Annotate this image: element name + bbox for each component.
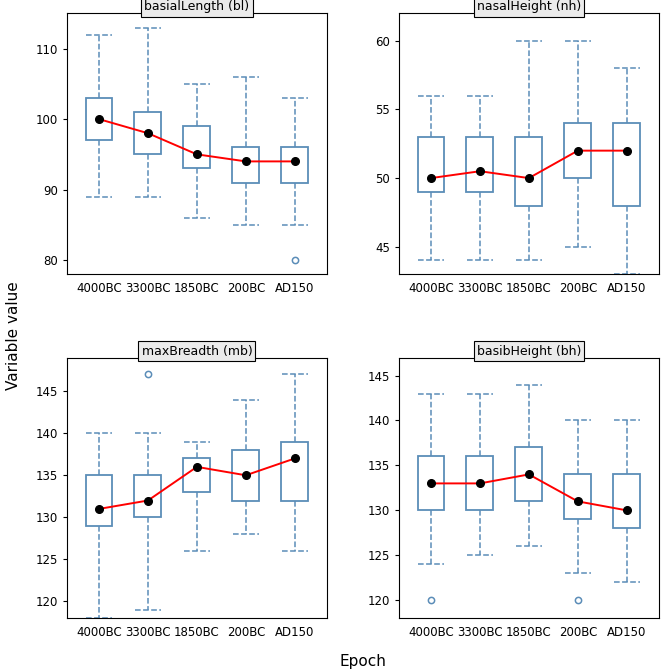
PathPatch shape xyxy=(515,448,542,501)
PathPatch shape xyxy=(417,456,444,510)
PathPatch shape xyxy=(564,474,591,519)
PathPatch shape xyxy=(233,450,259,501)
PathPatch shape xyxy=(282,147,308,183)
PathPatch shape xyxy=(134,475,161,517)
PathPatch shape xyxy=(466,137,493,192)
Text: Epoch: Epoch xyxy=(339,654,386,669)
PathPatch shape xyxy=(183,126,210,169)
PathPatch shape xyxy=(233,147,259,183)
PathPatch shape xyxy=(282,442,308,501)
PathPatch shape xyxy=(417,137,444,192)
PathPatch shape xyxy=(515,137,542,206)
PathPatch shape xyxy=(564,123,591,178)
PathPatch shape xyxy=(614,123,640,206)
Text: basibHeight (bh): basibHeight (bh) xyxy=(476,345,581,358)
Text: Variable value: Variable value xyxy=(6,282,21,390)
PathPatch shape xyxy=(183,458,210,492)
PathPatch shape xyxy=(85,475,112,526)
PathPatch shape xyxy=(134,112,161,155)
Text: maxBreadth (mb): maxBreadth (mb) xyxy=(142,345,252,358)
PathPatch shape xyxy=(85,98,112,140)
Text: nasalHeight (nh): nasalHeight (nh) xyxy=(476,1,581,13)
PathPatch shape xyxy=(466,456,493,510)
PathPatch shape xyxy=(614,474,640,528)
Text: basialLength (bl): basialLength (bl) xyxy=(144,1,249,13)
